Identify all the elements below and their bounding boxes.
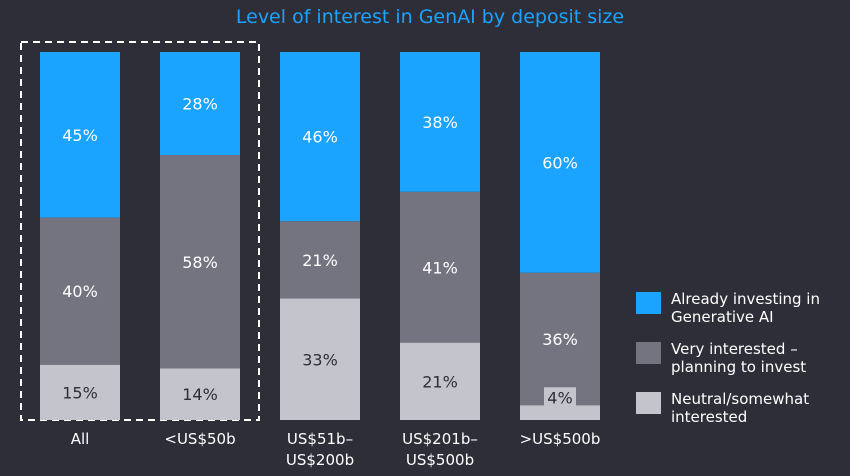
bar-segment-neutral-somewhat-interested-4 xyxy=(520,405,600,420)
bar-segment-very-interested-planning-to-invest-1 xyxy=(160,155,240,369)
category-label-3: US$201b– US$500b xyxy=(402,430,478,469)
bar-segment-very-interested-planning-to-invest-3 xyxy=(400,191,480,343)
data-label-very-interested-planning-to-invest-4: 36% xyxy=(542,330,578,349)
category-label-1: <US$50b xyxy=(164,430,235,448)
data-label-neutral-somewhat-interested-0: 15% xyxy=(62,383,98,402)
data-label-very-interested-planning-to-invest-2: 21% xyxy=(302,251,338,270)
legend-swatch-already-investing xyxy=(636,292,661,314)
category-label-4: >US$500b xyxy=(520,430,601,448)
category-label-2: US$51b– US$200b xyxy=(286,430,354,469)
data-label-very-interested-planning-to-invest-0: 40% xyxy=(62,282,98,301)
bar-segment-very-interested-planning-to-invest-2 xyxy=(280,221,360,299)
data-label-already-investing-in-generative-ai-2: 46% xyxy=(302,128,338,147)
bar-segment-neutral-somewhat-interested-0 xyxy=(40,364,120,420)
chart-title: Level of interest in GenAI by deposit si… xyxy=(235,6,625,28)
data-label-already-investing-in-generative-ai-0: 45% xyxy=(62,126,98,145)
data-label-neutral-somewhat-interested-3: 21% xyxy=(422,372,458,391)
chart-legend: Already investing in Generative AI Very … xyxy=(636,290,846,440)
bar-segment-already-investing-in-generative-ai-1 xyxy=(160,52,240,156)
legend-item-very-interested: Very interested – planning to invest xyxy=(636,340,846,376)
data-label-already-investing-in-generative-ai-3: 38% xyxy=(422,113,458,132)
bar-segment-neutral-somewhat-interested-1 xyxy=(160,368,240,420)
bar-segment-very-interested-planning-to-invest-0 xyxy=(40,217,120,365)
data-label-bg-4 xyxy=(544,387,576,408)
legend-item-neutral: Neutral/somewhat interested xyxy=(636,390,846,426)
legend-label-very-interested: Very interested – planning to invest xyxy=(671,340,807,376)
bar-segment-already-investing-in-generative-ai-2 xyxy=(280,52,360,222)
data-label-neutral-somewhat-interested-1: 14% xyxy=(182,385,218,404)
legend-item-already-investing: Already investing in Generative AI xyxy=(636,290,846,326)
data-label-very-interested-planning-to-invest-1: 58% xyxy=(182,253,218,272)
data-label-neutral-somewhat-interested-4: 4% xyxy=(547,388,572,407)
bar-segment-already-investing-in-generative-ai-4 xyxy=(520,52,600,273)
bar-segment-very-interested-planning-to-invest-4 xyxy=(520,272,600,406)
legend-label-neutral: Neutral/somewhat interested xyxy=(671,390,810,426)
category-label-0: All xyxy=(71,430,90,448)
legend-swatch-neutral xyxy=(636,392,661,414)
highlight-box xyxy=(20,41,260,421)
bar-segment-neutral-somewhat-interested-3 xyxy=(400,342,480,420)
legend-label-already-investing: Already investing in Generative AI xyxy=(671,290,820,326)
data-label-very-interested-planning-to-invest-3: 41% xyxy=(422,258,458,277)
data-label-already-investing-in-generative-ai-4: 60% xyxy=(542,153,578,172)
data-label-already-investing-in-generative-ai-1: 28% xyxy=(182,95,218,114)
data-label-neutral-somewhat-interested-2: 33% xyxy=(302,350,338,369)
legend-swatch-very-interested xyxy=(636,342,661,364)
bar-segment-neutral-somewhat-interested-2 xyxy=(280,298,360,420)
bar-segment-already-investing-in-generative-ai-0 xyxy=(40,52,120,218)
bar-segment-already-investing-in-generative-ai-3 xyxy=(400,52,480,192)
